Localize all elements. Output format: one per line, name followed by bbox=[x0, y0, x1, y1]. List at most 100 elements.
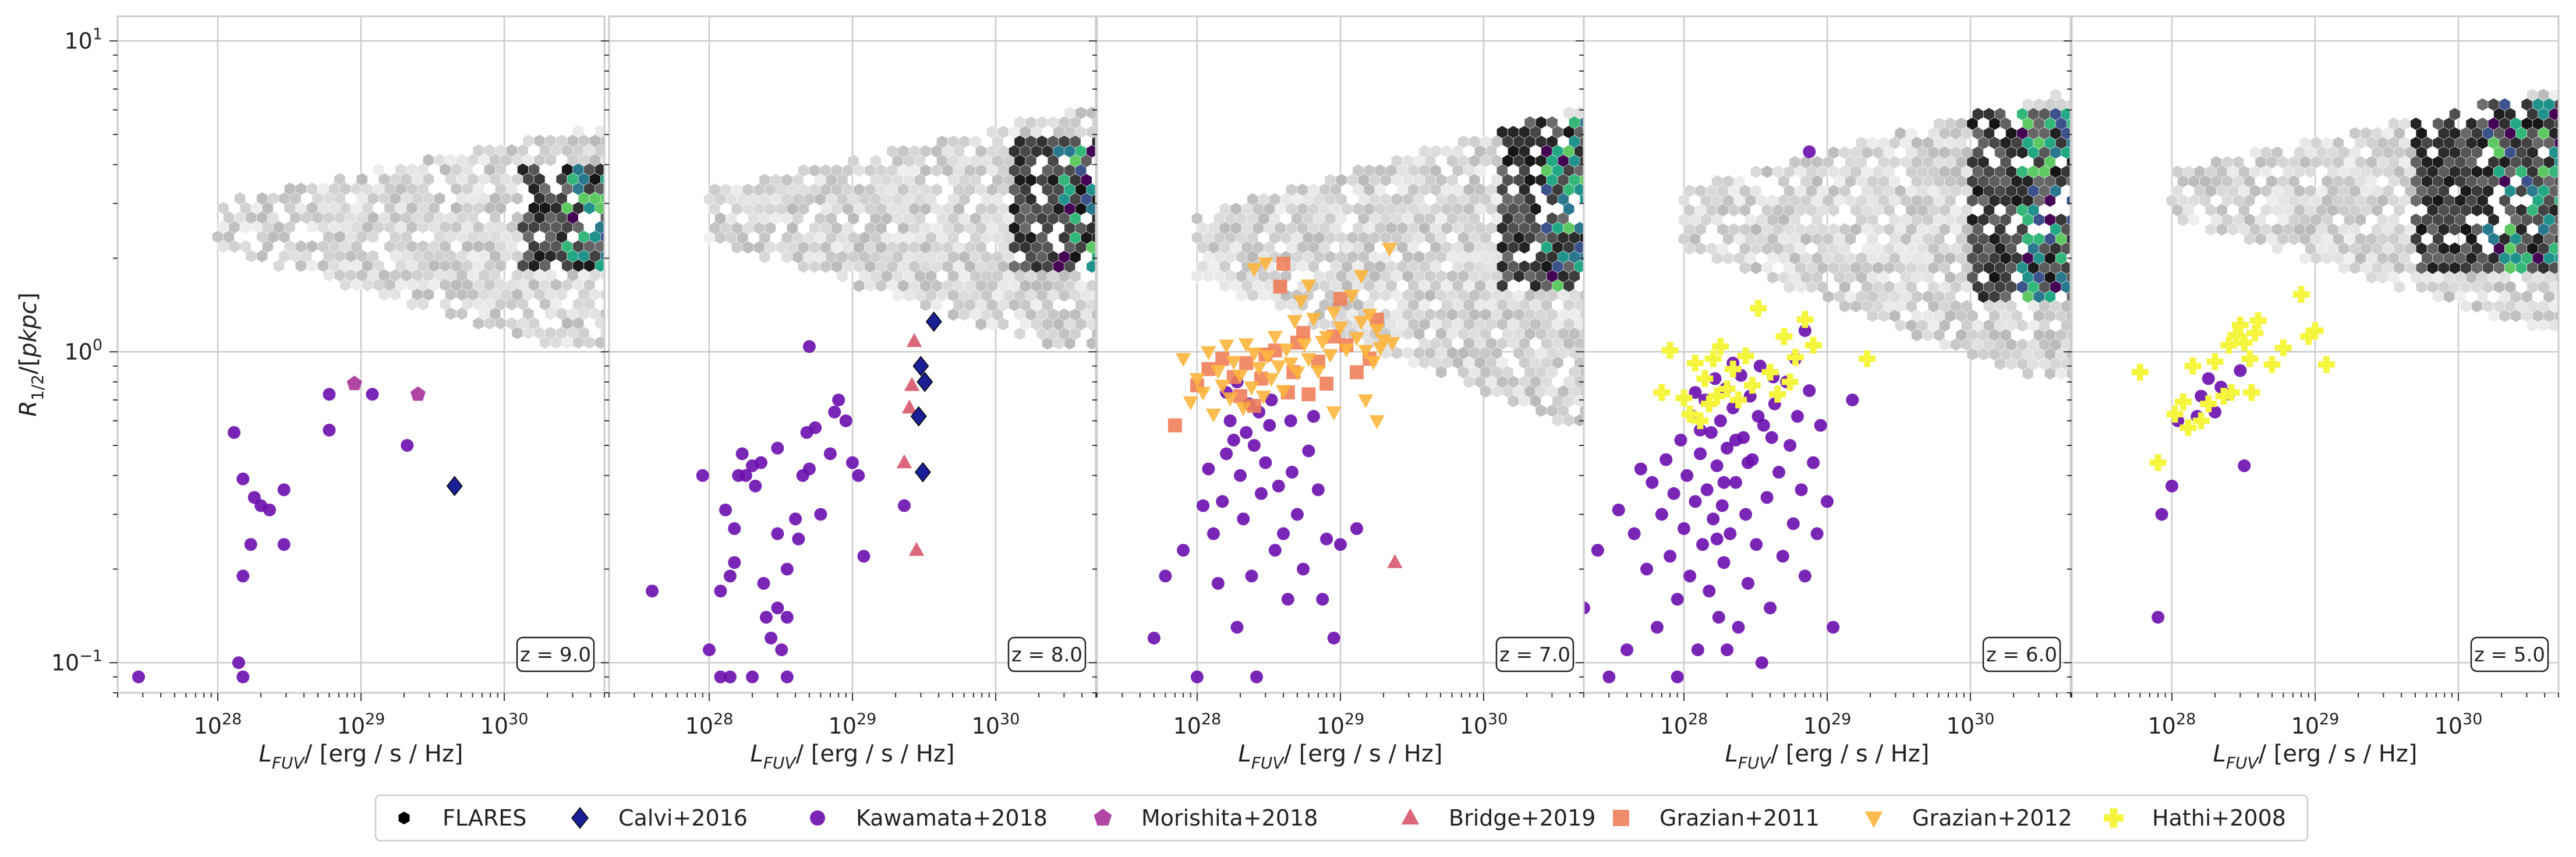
data-point bbox=[814, 508, 827, 521]
data-point bbox=[646, 585, 659, 598]
data-point bbox=[1311, 483, 1325, 497]
data-point bbox=[904, 377, 920, 391]
data-point bbox=[401, 439, 414, 452]
data-point bbox=[1387, 554, 1403, 568]
flares-hexbin-cell bbox=[600, 250, 604, 262]
data-point bbox=[1316, 593, 1329, 606]
x-tick-label: 1028 bbox=[1660, 710, 1708, 739]
data-point bbox=[1696, 538, 1710, 551]
flares-hexbin-cell bbox=[1580, 328, 1584, 340]
data-point bbox=[1275, 385, 1291, 399]
flares-hexbin bbox=[2166, 88, 2571, 332]
data-point bbox=[728, 556, 741, 569]
flares-hexbin-cell bbox=[759, 250, 771, 264]
flares-hexbin-cell bbox=[997, 317, 1009, 331]
flares-hexbin-cell bbox=[1519, 240, 1530, 254]
data-point bbox=[1814, 419, 1827, 432]
data-point bbox=[735, 447, 749, 461]
data-point bbox=[1258, 257, 1273, 272]
data-point bbox=[1612, 503, 1625, 516]
data-point bbox=[1859, 350, 1876, 367]
data-point bbox=[1301, 387, 1316, 402]
flares-hexbin-cell bbox=[1092, 116, 1096, 129]
flares-hexbin-cell bbox=[1580, 289, 1584, 302]
legend-label: Morishita+2018 bbox=[1141, 805, 1318, 831]
flares-hexbin-cell bbox=[2554, 291, 2559, 303]
flares-hexbin-cell bbox=[1092, 232, 1096, 244]
data-point bbox=[1197, 499, 1210, 512]
legend-label: Hathi+2008 bbox=[2152, 805, 2286, 831]
data-point bbox=[1318, 331, 1335, 345]
x-tick-label: 1028 bbox=[685, 710, 734, 739]
data-point bbox=[1739, 508, 1753, 521]
flares-hexbin-cell bbox=[2560, 242, 2571, 255]
data-point bbox=[1302, 444, 1315, 458]
data-point bbox=[1350, 365, 1364, 380]
data-point bbox=[1729, 433, 1742, 447]
flares-hexbin-cell bbox=[2554, 175, 2559, 187]
data-point bbox=[2175, 393, 2192, 410]
y-tick-label: 100 bbox=[64, 336, 102, 364]
data-point bbox=[723, 569, 737, 583]
flares-hexbin-cell bbox=[2554, 310, 2559, 322]
series-bridge-2019 bbox=[1387, 554, 1403, 568]
data-point bbox=[1710, 459, 1724, 472]
flares-hexbin-cell bbox=[1828, 203, 1839, 217]
data-point bbox=[1296, 338, 1312, 353]
legend-marker bbox=[1401, 808, 1420, 825]
panel-plot-area bbox=[1097, 16, 1584, 693]
data-point bbox=[749, 479, 762, 493]
data-point bbox=[1798, 324, 1811, 337]
data-point bbox=[1289, 366, 1305, 381]
data-point bbox=[1237, 512, 1250, 526]
data-point bbox=[1251, 362, 1267, 376]
panel-1: 1028 1029 1030 LFUV/ [erg / s / Hz] z = 9.0 bbox=[109, 15, 606, 773]
data-point bbox=[1239, 338, 1254, 353]
flares-hexbin-cell bbox=[256, 249, 268, 263]
data-point bbox=[912, 356, 929, 377]
series-hathi-2008 bbox=[1653, 300, 1876, 430]
data-point bbox=[846, 456, 859, 469]
data-point bbox=[2238, 459, 2251, 472]
data-point bbox=[714, 585, 727, 598]
data-point bbox=[1775, 328, 1793, 345]
legend-item: Hathi+2008 bbox=[2104, 805, 2286, 831]
y-axis-label: R1/2/[pkpc] bbox=[15, 292, 47, 417]
flares-hexbin-cell bbox=[2560, 223, 2571, 236]
data-point bbox=[1286, 466, 1299, 479]
data-point bbox=[1236, 402, 1251, 417]
data-point bbox=[277, 483, 291, 497]
flares-hexbin-cell bbox=[600, 212, 604, 224]
data-point bbox=[1807, 456, 1820, 469]
flares-hexbin-cell bbox=[1580, 174, 1584, 186]
data-point bbox=[1372, 342, 1388, 356]
data-point bbox=[1743, 377, 1761, 394]
legend-label: Kawamata+2018 bbox=[856, 805, 1048, 831]
data-point bbox=[1655, 508, 1668, 521]
flares-hexbin-cell bbox=[2044, 194, 2056, 207]
data-point bbox=[1223, 414, 1237, 427]
flares-hexbin-cell bbox=[1092, 309, 1096, 321]
legend-item: Calvi+2016 bbox=[571, 805, 748, 831]
data-point bbox=[1667, 487, 1680, 500]
data-point bbox=[1287, 315, 1303, 330]
data-point bbox=[1232, 370, 1248, 384]
data-point bbox=[1293, 295, 1309, 309]
data-point bbox=[1332, 321, 1349, 336]
x-tick-label: 1029 bbox=[2291, 710, 2340, 739]
data-point bbox=[1700, 483, 1714, 497]
flares-hexbin-cell bbox=[1580, 155, 1584, 167]
data-point bbox=[1205, 408, 1222, 423]
data-point bbox=[1803, 145, 1816, 158]
data-point bbox=[1661, 342, 1679, 359]
data-point bbox=[277, 538, 291, 551]
redshift-label: z = 6.0 bbox=[1986, 643, 2057, 667]
data-point bbox=[1700, 395, 1718, 413]
flares-hexbin-cell bbox=[2393, 280, 2405, 294]
flares-hexbin bbox=[1678, 88, 2071, 380]
data-point bbox=[2155, 508, 2168, 521]
data-point bbox=[1718, 380, 1736, 398]
data-point bbox=[754, 456, 767, 469]
data-point bbox=[1737, 347, 1754, 364]
flares-hexbin-cell bbox=[2022, 367, 2034, 380]
